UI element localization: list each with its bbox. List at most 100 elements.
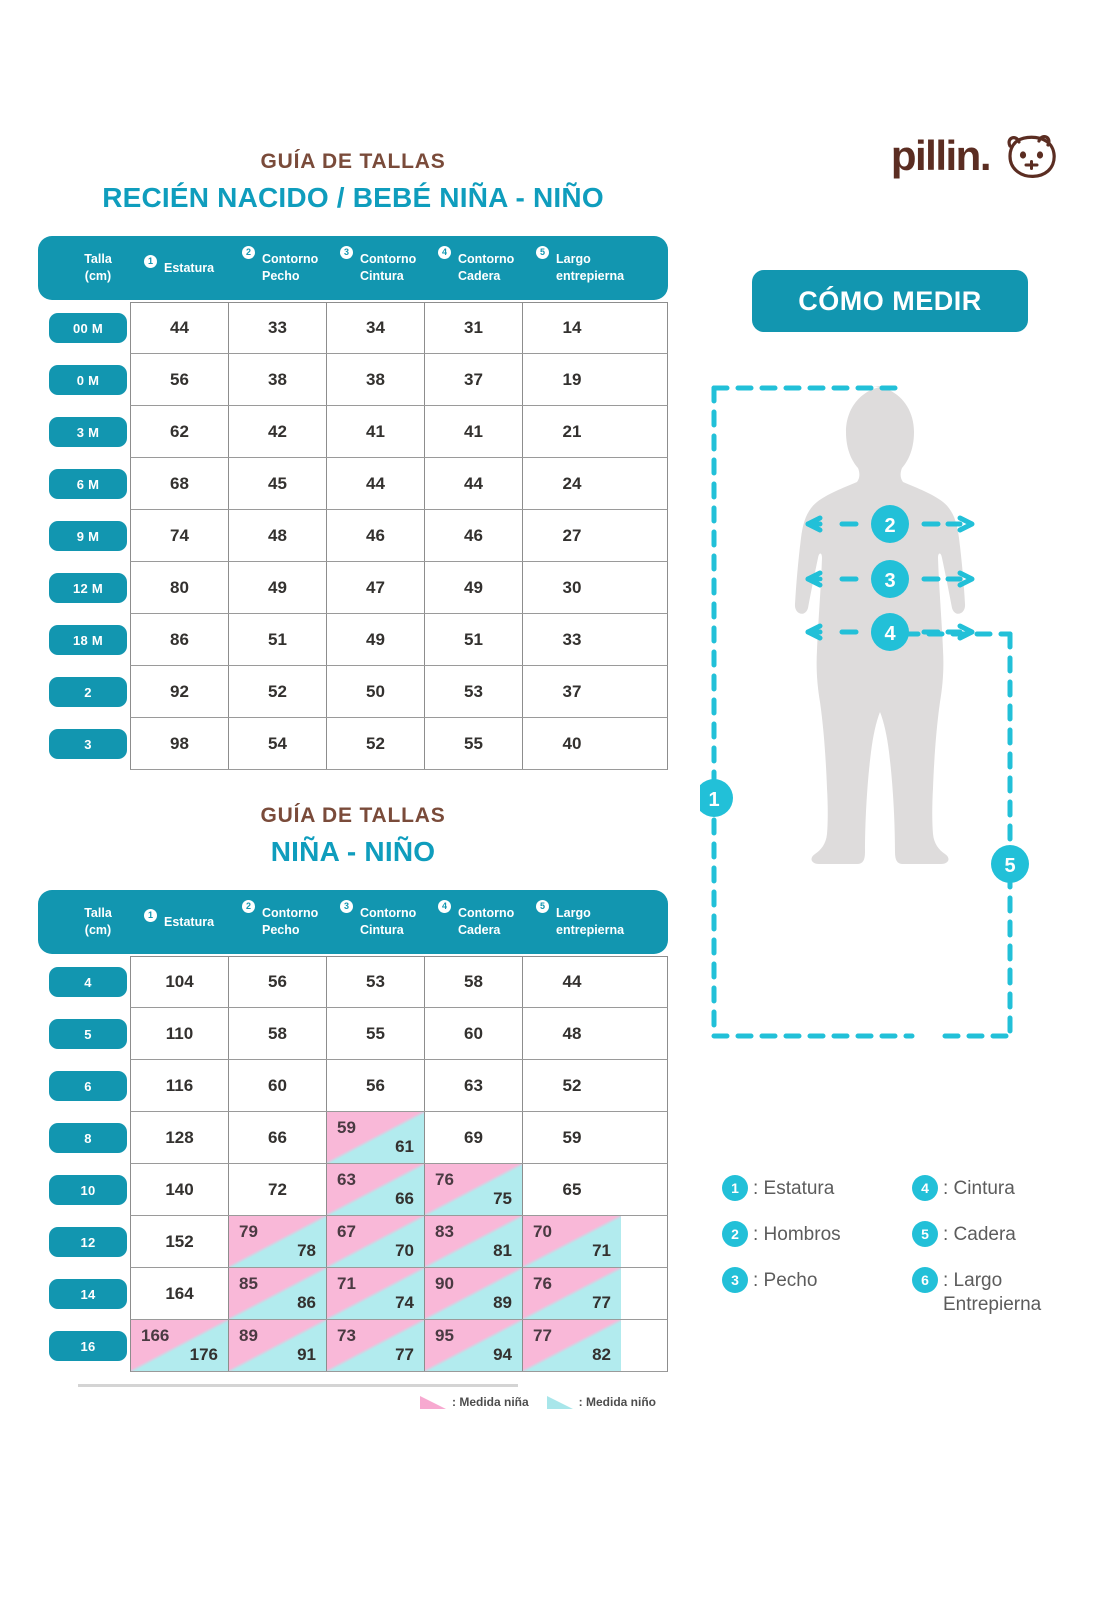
table-cell: 164: [131, 1268, 229, 1319]
table-cell-split: 67 70: [327, 1216, 425, 1267]
size-pill-cell: 10: [38, 1164, 130, 1216]
body-diagram-svg: 1 2 3 4 5: [695, 385, 1029, 1039]
swatch-boy-icon: [546, 1395, 573, 1409]
value-girl: 76: [435, 1170, 454, 1189]
legend-item: : Medida niño: [546, 1395, 656, 1409]
size-pill-cell: 6: [38, 1060, 130, 1112]
table-cell: 56: [327, 1060, 425, 1111]
shoulder-arrows: [805, 515, 975, 533]
number-badge-5: 5: [912, 1221, 938, 1247]
table-cell: 62: [131, 406, 229, 457]
table-row: 6 116 60 56 63 52: [38, 1060, 668, 1112]
table-cell: 66: [229, 1112, 327, 1163]
row-values: 44 33 34 31 14: [130, 302, 668, 354]
row-values: 140 72 63 66 76 75 65: [130, 1164, 668, 1216]
table-cell: 58: [229, 1008, 327, 1059]
measure-legend-item: 4: Cintura: [912, 1175, 1092, 1201]
row-values: 92 52 50 53 37: [130, 666, 668, 718]
table-cell: 68: [131, 458, 229, 509]
table-cell: 42: [229, 406, 327, 457]
value-girl: 85: [239, 1274, 258, 1293]
table-row: 0 M 56 38 38 37 19: [38, 354, 668, 406]
table-cell: 34: [327, 303, 425, 353]
value-boy: 66: [395, 1189, 414, 1208]
table-cell: 56: [229, 957, 327, 1007]
table-cell: 21: [562, 421, 582, 441]
table-cell: 46: [327, 510, 425, 561]
table-cell: 49: [327, 614, 425, 665]
table-cell-split: 77 82: [523, 1320, 621, 1371]
table-cell: 80: [131, 562, 229, 613]
table-cell: 14: [562, 318, 582, 337]
table-cell: 49: [229, 562, 327, 613]
row-values: 128 66 59 61 69 59: [130, 1112, 668, 1164]
svg-text:1: 1: [708, 789, 719, 811]
measurement-legend: 1: Estatura 4: Cintura 2: Hombros 5: Cadera…: [722, 1175, 1092, 1317]
table-cell-split: 166 176: [131, 1320, 229, 1371]
table-cell: 59: [562, 1127, 582, 1147]
value-boy: 86: [297, 1293, 316, 1312]
size-pill-cell: 14: [38, 1268, 130, 1320]
size-pill: 10: [49, 1175, 127, 1205]
table-cell: 38: [229, 354, 327, 405]
value-girl: 95: [435, 1326, 454, 1345]
value-girl: 63: [337, 1170, 356, 1189]
value-girl: 89: [239, 1326, 258, 1345]
table-cell: 92: [131, 666, 229, 717]
row-values: 164 85 86 71 74 90 89 76 77: [130, 1268, 668, 1320]
value-girl: 59: [337, 1118, 356, 1137]
table-cell-split: 85 86: [229, 1268, 327, 1319]
table-row: 10 140 72 63 66 76 75 65: [38, 1164, 668, 1216]
size-pill: 0 M: [49, 365, 127, 395]
table-cell-split: 71 74: [327, 1268, 425, 1319]
svg-text:4: 4: [884, 623, 896, 645]
number-badge-4: 4: [438, 900, 451, 914]
table-row: 14 164 85 86 71 74 90 89 76 77: [38, 1268, 668, 1320]
measure-legend-item: 5: Cadera: [912, 1221, 1092, 1247]
table-row: 9 M 74 48 46 46 27: [38, 510, 668, 562]
table-cell: 37: [425, 354, 523, 405]
row-values: 98 54 52 55 40: [130, 718, 668, 770]
measure-legend-label: : Hombros: [753, 1224, 841, 1245]
table-cell: 53: [327, 957, 425, 1007]
size-pill-cell: 12 M: [38, 562, 130, 614]
value-girl: 90: [435, 1274, 454, 1293]
row-values: 74 48 46 46 27: [130, 510, 668, 562]
gender-legend: : Medida niña : Medida niño: [38, 1395, 668, 1409]
value-boy: 75: [493, 1189, 512, 1208]
table-cell: 49: [425, 562, 523, 613]
table-cell: 38: [327, 354, 425, 405]
size-pill: 6: [49, 1071, 127, 1101]
legend-label: : Medida niña: [452, 1395, 529, 1409]
table-cell: 37: [562, 681, 582, 701]
table-cell: 56: [131, 354, 229, 405]
table-row: 6 M 68 45 44 44 24: [38, 458, 668, 510]
table-row: 3 98 54 52 55 40: [38, 718, 668, 770]
size-pill: 12: [49, 1227, 127, 1257]
value-boy: 61: [395, 1137, 414, 1156]
measure-legend-label: : Cintura: [943, 1178, 1015, 1199]
table-cell: 63: [425, 1060, 523, 1111]
size-pill: 2: [49, 677, 127, 707]
table-cell: 27: [562, 525, 582, 545]
size-pill: 3 M: [49, 417, 127, 447]
table-cell: 51: [229, 614, 327, 665]
col-header-estatura: 1 Estatura: [144, 254, 242, 277]
number-badge-5: 5: [536, 246, 549, 260]
table-cell: 31: [425, 303, 523, 353]
table-cell-split: 59 61: [327, 1112, 425, 1163]
svg-text:3: 3: [884, 570, 895, 592]
measure-legend-label: : Estatura: [753, 1178, 835, 1199]
legend-item: : Medida niña: [420, 1395, 529, 1409]
size-pill-cell: 8: [38, 1112, 130, 1164]
col-header-pecho: 2 Contorno Pecho: [242, 246, 340, 285]
kids-table-body: 4 104 56 53 58 44 5 110 58 55 60 48 6 116 60 56 63 52 8 128…: [38, 956, 668, 1372]
figure-marker-5: 5: [991, 845, 1029, 883]
baby-table: Talla (cm) 1 Estatura 2 Contorno Pecho: [38, 236, 668, 770]
table-cell: 60: [229, 1060, 327, 1111]
table-cell: 52: [327, 718, 425, 769]
number-badge-2: 2: [722, 1221, 748, 1247]
kids-table: Talla (cm) 1 Estatura 2 Contorno Pecho: [38, 890, 668, 1372]
col-header-cadera: 4 Contorno Cadera: [438, 246, 536, 285]
table-cell: 152: [131, 1216, 229, 1267]
